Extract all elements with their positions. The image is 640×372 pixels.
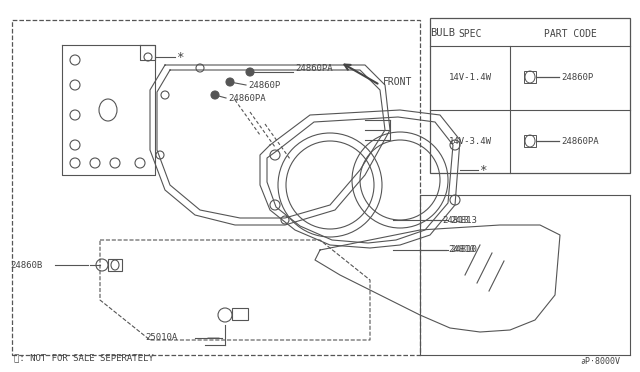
Bar (430, 18, 630, 173)
Bar (232, 308, 248, 320)
Circle shape (211, 91, 219, 99)
Text: 25010A: 25010A (145, 334, 177, 343)
Text: 24810: 24810 (448, 246, 475, 254)
Bar (524, 135, 536, 147)
Text: 24860P: 24860P (248, 80, 280, 90)
Bar (524, 71, 536, 83)
Bar (12, 20, 420, 355)
Text: 24813: 24813 (442, 215, 469, 224)
Text: 14V-3.4W: 14V-3.4W (449, 137, 492, 145)
Text: 24860P: 24860P (561, 73, 593, 81)
Text: ∂P·8000V: ∂P·8000V (580, 357, 620, 366)
Text: PART CODE: PART CODE (543, 29, 596, 39)
Text: *: * (176, 51, 184, 64)
Text: ※: NOT FOR SALE SEPERATELY: ※: NOT FOR SALE SEPERATELY (14, 353, 154, 362)
Text: 24860B: 24860B (10, 260, 42, 269)
Text: 24813: 24813 (450, 215, 477, 224)
Text: 24860PA: 24860PA (561, 137, 598, 145)
Bar (108, 259, 122, 271)
Circle shape (226, 78, 234, 86)
Text: BULB: BULB (430, 28, 455, 38)
Text: 24810: 24810 (450, 246, 477, 254)
Circle shape (246, 68, 254, 76)
Text: *: * (479, 164, 486, 176)
Text: SPEC: SPEC (458, 29, 482, 39)
Text: 24860PA: 24860PA (228, 93, 266, 103)
Text: FRONT: FRONT (383, 77, 412, 87)
Text: 14V-1.4W: 14V-1.4W (449, 73, 492, 81)
Text: 24860PA: 24860PA (295, 64, 333, 73)
